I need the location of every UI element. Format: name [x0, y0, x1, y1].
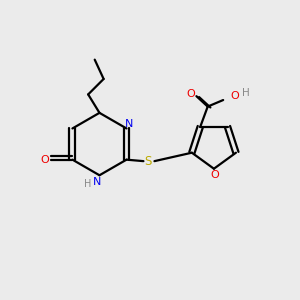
Text: O: O [210, 170, 219, 180]
Text: S: S [144, 154, 152, 168]
Text: O: O [187, 89, 195, 99]
Text: O: O [40, 155, 49, 165]
Text: N: N [125, 119, 133, 129]
Text: H: H [242, 88, 249, 98]
Text: N: N [93, 177, 101, 187]
Text: H: H [85, 179, 92, 189]
Text: O: O [231, 92, 239, 101]
